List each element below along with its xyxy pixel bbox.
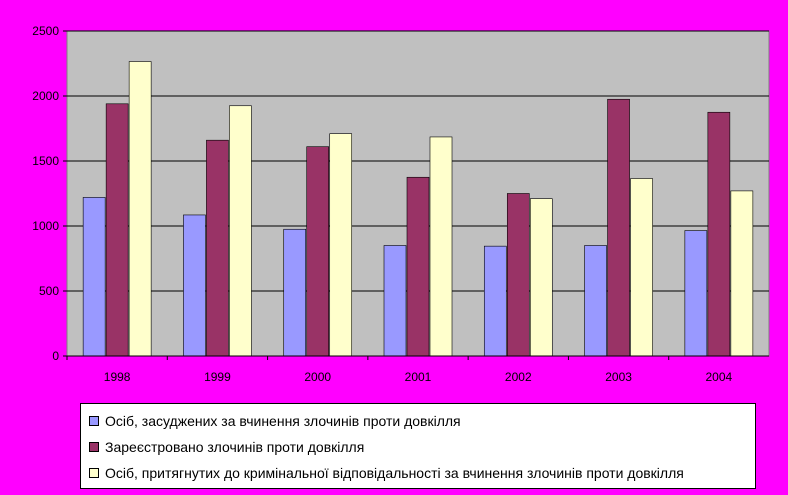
bar-1-2002 [506,193,530,357]
y-tick-label: 500 [39,284,59,298]
y-tick-label: 0 [52,349,59,363]
legend-swatch-convicted [89,416,99,426]
x-axis-ticks: 1998 1999 2000 2001 2002 2003 2004 [66,356,733,384]
bar-1-1999 [206,139,229,357]
legend-item-prosecuted: Осіб, притягнутих до кримінальної відпов… [89,460,755,486]
bars [82,61,754,357]
x-tick-label: 1999 [204,370,231,384]
x-tick-label: 2004 [706,370,733,384]
legend-label-prosecuted: Осіб, притягнутих до кримінальної відпов… [105,465,684,481]
x-tick-label: 1998 [104,370,131,384]
legend: Осіб, засуджених за вчинення злочинів пр… [80,403,756,489]
bar-2-2001 [429,136,453,357]
legend-item-convicted: Осіб, засуджених за вчинення злочинів пр… [89,408,755,434]
bar-1-2004 [707,111,731,357]
bar-2-2002 [529,198,553,357]
bar-1-2003 [607,98,630,357]
legend-item-registered: Зареєстровано злочинів проти довкілля [89,434,755,460]
bar-0-1999 [183,214,206,357]
x-tick-label: 2001 [405,370,432,384]
y-tick-label: 2000 [32,89,59,103]
bar-0-2002 [483,245,507,357]
y-tick-label: 1000 [32,219,59,233]
legend-swatch-prosecuted [89,468,99,478]
y-tick-label: 1500 [32,154,59,168]
bar-2-2000 [329,133,353,357]
bar-2-1999 [229,105,252,357]
bar-1-2001 [406,176,430,357]
bar-2-2003 [630,178,653,357]
bar-0-1998 [82,197,106,357]
bar-2-2004 [730,190,754,357]
bar-0-2003 [584,245,607,357]
bar-0-2000 [283,228,307,357]
x-tick-label: 2000 [304,370,331,384]
x-tick-label: 2003 [605,370,632,384]
legend-label-registered: Зареєстровано злочинів проти довкілля [105,439,365,455]
legend-swatch-registered [89,442,99,452]
y-tick-label: 2500 [32,24,59,38]
bar-0-2004 [684,230,708,357]
legend-label-convicted: Осіб, засуджених за вчинення злочинів пр… [105,413,461,429]
y-axis-ticks: 0 500 1000 1500 2000 2500 [32,24,67,363]
bar-1-1998 [105,103,129,357]
bar-0-2001 [383,245,407,357]
bar-2-1998 [128,61,152,357]
bar-1-2000 [306,146,330,357]
x-tick-label: 2002 [505,370,532,384]
